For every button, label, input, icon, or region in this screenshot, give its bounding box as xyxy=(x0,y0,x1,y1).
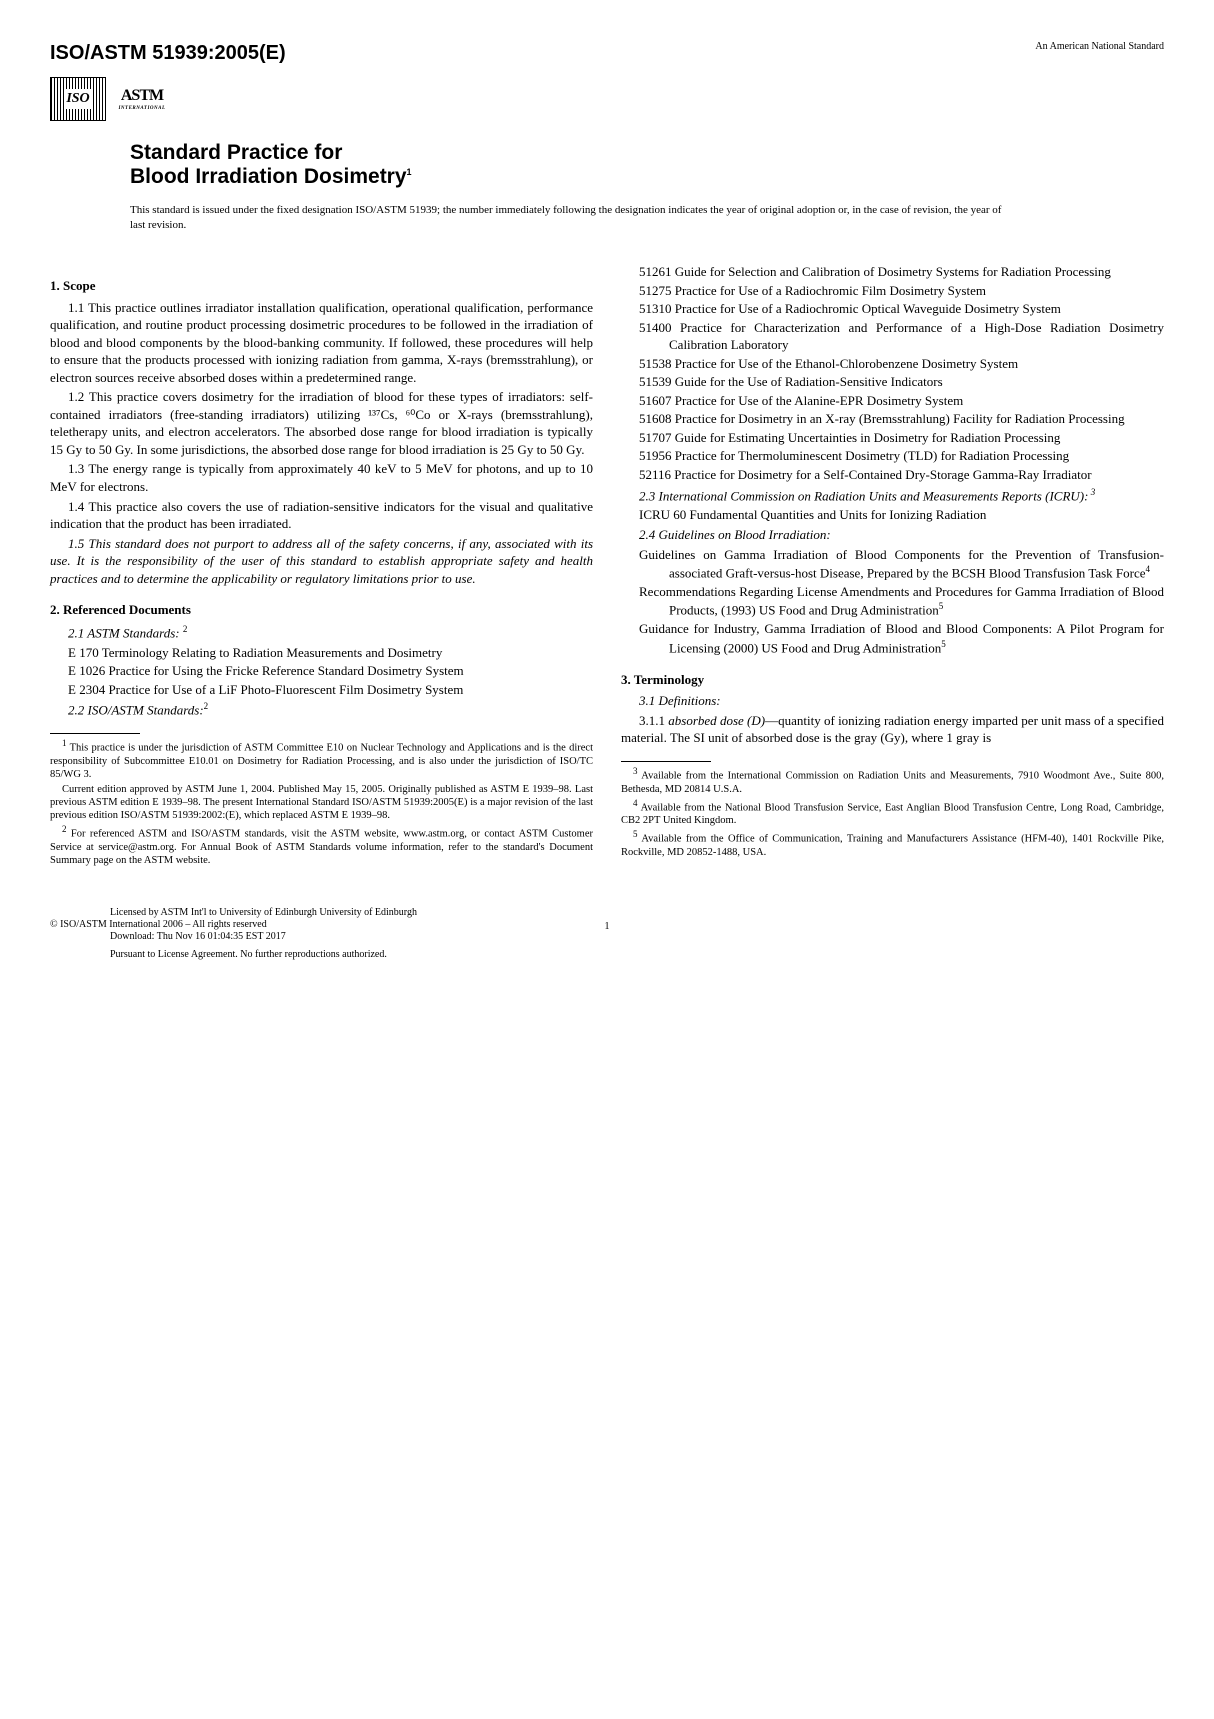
iso-std-head: 2.2 ISO/ASTM Standards:2 xyxy=(50,700,593,719)
footnote-5: 5 Available from the Office of Communica… xyxy=(621,829,1164,859)
ref-item: 51956 Practice for Thermoluminescent Dos… xyxy=(639,447,1164,465)
ref-item: E 1026 Practice for Using the Fricke Ref… xyxy=(68,662,593,680)
scope-1-2: 1.2 This practice covers dosimetry for t… xyxy=(50,388,593,458)
scope-1-4: 1.4 This practice also covers the use of… xyxy=(50,498,593,533)
designation: ISO/ASTM 51939:2005(E) xyxy=(50,40,286,67)
ref-item: ICRU 60 Fundamental Quantities and Units… xyxy=(639,506,1164,524)
footnote-rule xyxy=(621,761,711,762)
download-line: Download: Thu Nov 16 01:04:35 EST 2017 xyxy=(110,931,1164,943)
footnote-3: 3 Available from the International Commi… xyxy=(621,766,1164,796)
ref-item: Guidance for Industry, Gamma Irradiation… xyxy=(639,620,1164,656)
ref-item: Recommendations Regarding License Amendm… xyxy=(639,583,1164,619)
footnote-2: 2 For referenced ASTM and ISO/ASTM stand… xyxy=(50,824,593,867)
page-footer: Licensed by ASTM Int'l to University of … xyxy=(50,907,1164,961)
title-line1: Standard Practice for xyxy=(130,141,1164,165)
page-number: 1 xyxy=(605,921,610,933)
ref-item: 51261 Guide for Selection and Calibratio… xyxy=(639,263,1164,281)
icru-head: 2.3 International Commission on Radiatio… xyxy=(621,486,1164,505)
ref-item: 52116 Practice for Dosimetry for a Self-… xyxy=(639,466,1164,484)
footnote-1: 1 This practice is under the jurisdictio… xyxy=(50,738,593,781)
astm-logo-icon: ASTM INTERNATIONAL xyxy=(118,75,166,123)
astm-std-head: 2.1 ASTM Standards: 2 xyxy=(50,623,593,642)
ans-label: An American National Standard xyxy=(1035,40,1164,54)
ref-item: 51538 Practice for Use of the Ethanol-Ch… xyxy=(639,355,1164,373)
ref-item: E 2304 Practice for Use of a LiF Photo-F… xyxy=(68,681,593,699)
ref-item: 51707 Guide for Estimating Uncertainties… xyxy=(639,429,1164,447)
ref-item: 51608 Practice for Dosimetry in an X-ray… xyxy=(639,410,1164,428)
ref-item: 51607 Practice for Use of the Alanine-EP… xyxy=(639,392,1164,410)
ref-item: E 170 Terminology Relating to Radiation … xyxy=(68,644,593,662)
footnote-4: 4 Available from the National Blood Tran… xyxy=(621,798,1164,828)
terminology-heading: 3. Terminology xyxy=(621,671,1164,689)
ref-item: 51539 Guide for the Use of Radiation-Sen… xyxy=(639,373,1164,391)
footnote-1b: Current edition approved by ASTM June 1,… xyxy=(50,783,593,822)
license-agreement-line: Pursuant to License Agreement. No furthe… xyxy=(110,949,1164,961)
ref-item: 51400 Practice for Characterization and … xyxy=(639,319,1164,354)
scope-1-1: 1.1 This practice outlines irradiator in… xyxy=(50,299,593,387)
footnote-rule xyxy=(50,733,140,734)
scope-heading: 1. Scope xyxy=(50,277,593,295)
ref-item: 51310 Practice for Use of a Radiochromic… xyxy=(639,300,1164,318)
license-line: Licensed by ASTM Int'l to University of … xyxy=(110,907,1164,919)
scope-1-5: 1.5 This standard does not purport to ad… xyxy=(50,535,593,588)
refdocs-heading: 2. Referenced Documents xyxy=(50,601,593,619)
guidelines-head: 2.4 Guidelines on Blood Irradiation: xyxy=(621,526,1164,544)
definitions-head: 3.1 Definitions: xyxy=(621,692,1164,710)
scope-1-3: 1.3 The energy range is typically from a… xyxy=(50,460,593,495)
title-line2: Blood Irradiation Dosimetry1 xyxy=(130,165,1164,189)
iso-logo-icon: ISO xyxy=(50,77,106,121)
term-3-1-1: 3.1.1 absorbed dose (D)—quantity of ioni… xyxy=(621,712,1164,747)
ref-item: 51275 Practice for Use of a Radiochromic… xyxy=(639,282,1164,300)
issued-note: This standard is issued under the fixed … xyxy=(130,203,1010,233)
ref-item: Guidelines on Gamma Irradiation of Blood… xyxy=(639,546,1164,582)
